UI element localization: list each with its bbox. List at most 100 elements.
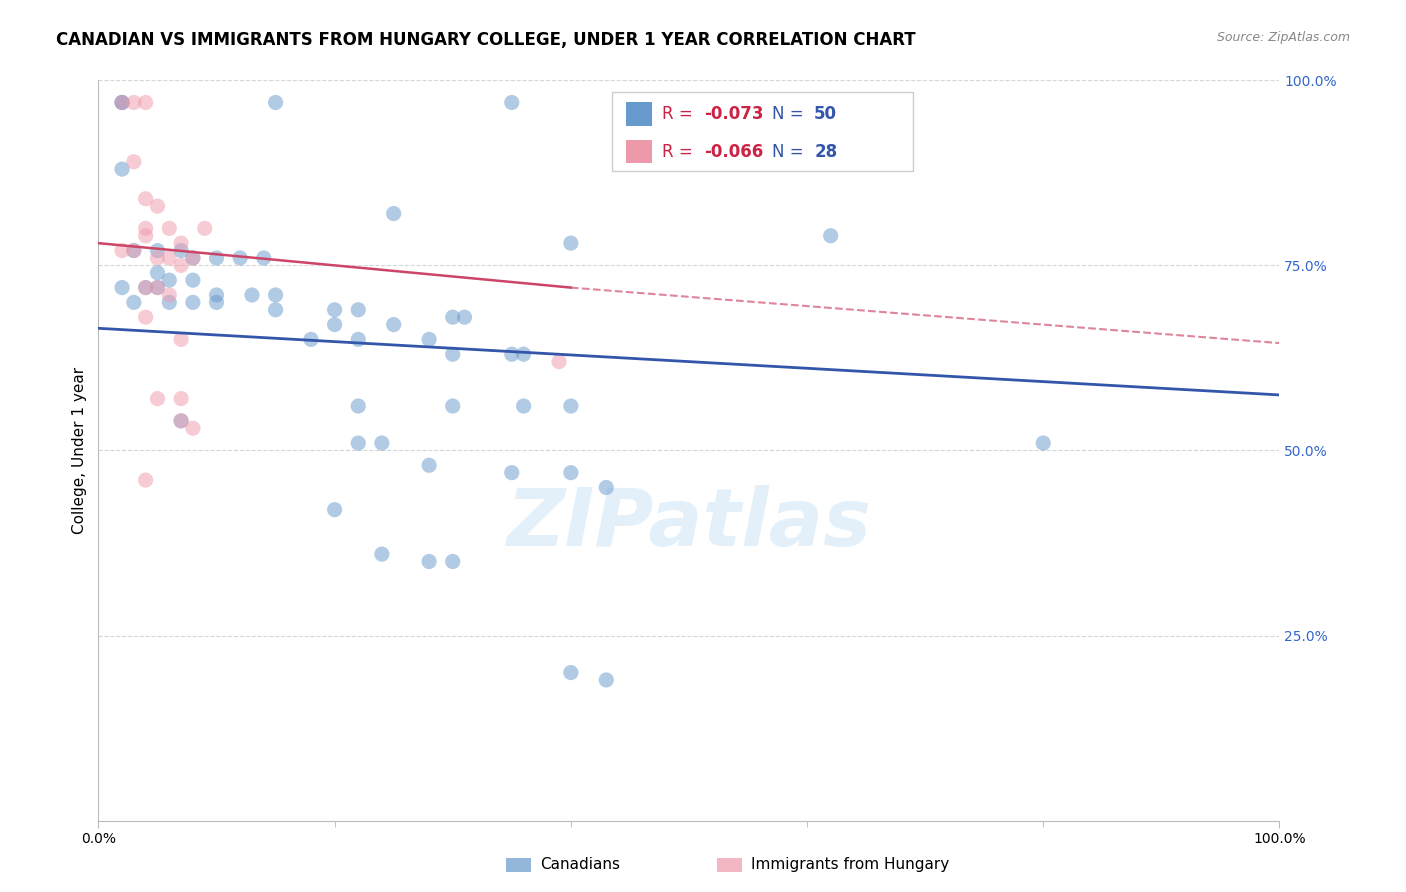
Point: [418, 458, 440, 473]
Text: ZIPatlas: ZIPatlas: [506, 485, 872, 564]
Point: [146, 392, 169, 406]
Point: [135, 192, 157, 206]
Text: CANADIAN VS IMMIGRANTS FROM HUNGARY COLLEGE, UNDER 1 YEAR CORRELATION CHART: CANADIAN VS IMMIGRANTS FROM HUNGARY COLL…: [56, 31, 915, 49]
Text: N =: N =: [772, 143, 808, 161]
Point: [146, 266, 169, 280]
Point: [299, 332, 322, 346]
Point: [135, 280, 157, 294]
Point: [157, 295, 180, 310]
Point: [170, 244, 193, 258]
Point: [135, 228, 157, 243]
Point: [170, 259, 193, 273]
Point: [170, 392, 193, 406]
Point: [382, 318, 405, 332]
Point: [157, 273, 180, 287]
Point: [122, 154, 145, 169]
Point: [371, 436, 394, 450]
Point: [111, 244, 134, 258]
Point: [347, 302, 370, 317]
Text: Immigrants from Hungary: Immigrants from Hungary: [751, 857, 949, 872]
Point: [146, 280, 169, 294]
Point: [111, 95, 134, 110]
Point: [441, 555, 464, 569]
Point: [453, 310, 475, 325]
Point: [170, 332, 193, 346]
Point: [441, 399, 464, 413]
Point: [135, 310, 157, 325]
Point: [135, 473, 157, 487]
Point: [264, 288, 287, 302]
Point: [181, 421, 204, 435]
Point: [501, 347, 523, 361]
FancyBboxPatch shape: [612, 92, 914, 171]
Point: [181, 295, 204, 310]
Point: [111, 95, 134, 110]
Point: [418, 555, 440, 569]
Point: [560, 665, 582, 680]
Point: [122, 95, 145, 110]
Text: R =: R =: [662, 105, 697, 123]
Point: [560, 236, 582, 251]
Point: [229, 251, 252, 265]
Point: [111, 162, 134, 177]
Point: [157, 288, 180, 302]
Point: [146, 199, 169, 213]
Point: [205, 251, 228, 265]
Point: [170, 236, 193, 251]
Point: [135, 280, 157, 294]
Point: [501, 466, 523, 480]
Point: [135, 221, 157, 235]
Point: [548, 354, 571, 368]
Point: [135, 95, 157, 110]
Point: [347, 436, 370, 450]
Point: [157, 251, 180, 265]
Bar: [626, 140, 652, 163]
Text: Canadians: Canadians: [540, 857, 620, 872]
Point: [512, 347, 534, 361]
Point: [181, 273, 204, 287]
Point: [181, 251, 204, 265]
Point: [512, 399, 534, 413]
Point: [441, 310, 464, 325]
Point: [122, 295, 145, 310]
Point: [205, 295, 228, 310]
Point: [122, 244, 145, 258]
Point: [347, 332, 370, 346]
Point: [1032, 436, 1054, 450]
Point: [122, 244, 145, 258]
Point: [146, 244, 169, 258]
Point: [146, 280, 169, 294]
Point: [418, 332, 440, 346]
Point: [595, 673, 617, 687]
Point: [323, 302, 346, 317]
Point: [595, 480, 617, 494]
Bar: [626, 103, 652, 126]
Point: [253, 251, 276, 265]
Point: [501, 95, 523, 110]
Text: N =: N =: [772, 105, 808, 123]
Point: [382, 206, 405, 220]
Text: -0.066: -0.066: [704, 143, 763, 161]
Text: 28: 28: [814, 143, 837, 161]
Point: [181, 251, 204, 265]
Point: [323, 318, 346, 332]
Text: 50: 50: [814, 105, 837, 123]
Point: [441, 347, 464, 361]
Point: [111, 280, 134, 294]
Point: [170, 414, 193, 428]
Y-axis label: College, Under 1 year: College, Under 1 year: [72, 367, 87, 534]
Point: [347, 399, 370, 413]
Point: [111, 95, 134, 110]
Point: [560, 466, 582, 480]
Point: [264, 302, 287, 317]
Point: [820, 228, 842, 243]
Point: [205, 288, 228, 302]
Point: [264, 95, 287, 110]
Point: [560, 399, 582, 413]
Point: [157, 221, 180, 235]
Point: [240, 288, 263, 302]
Point: [170, 414, 193, 428]
Text: R =: R =: [662, 143, 697, 161]
Text: -0.073: -0.073: [704, 105, 763, 123]
Text: Source: ZipAtlas.com: Source: ZipAtlas.com: [1216, 31, 1350, 45]
